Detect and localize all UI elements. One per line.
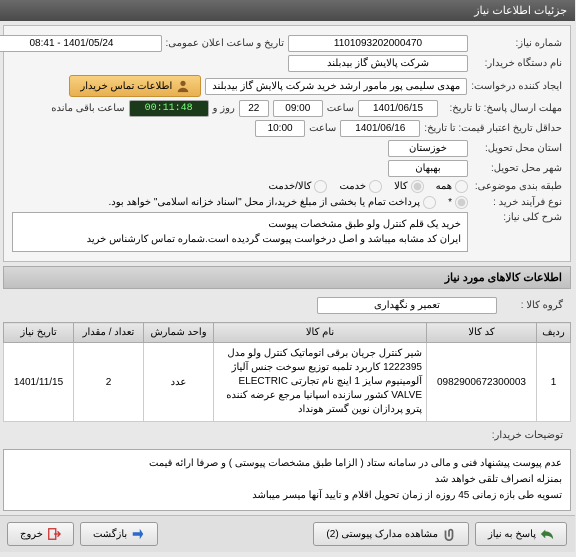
respond-button[interactable]: پاسخ به نیاز (476, 522, 568, 546)
process-label: نوع فرآیند خرید : (473, 197, 563, 208)
col-qty: تعداد / مقدار (75, 323, 145, 343)
table-row[interactable]: 1 0982900672300003 شیر کنترل جریان برقی … (5, 343, 572, 422)
footer-toolbar: پاسخ به نیاز مشاهده مدارک پیوستی (2) باز… (0, 515, 576, 552)
city-label: شهر محل تحویل: (473, 163, 563, 174)
exit-icon (48, 527, 62, 541)
province-label: استان محل تحویل: (473, 143, 563, 154)
user-icon (177, 79, 191, 93)
category-service[interactable]: خدمت (340, 180, 383, 193)
back-icon (132, 527, 146, 541)
cell-name: شیر کنترل جریان برقی اتوماتیک کنترل ولو … (215, 343, 428, 422)
deadline-label: مهلت ارسال پاسخ: تا تاریخ: (443, 103, 563, 114)
process-radio-group: * پرداخت تمام یا بخشی از مبلغ خرید،از مح… (109, 196, 469, 209)
validity-time-label: ساعت (310, 123, 337, 134)
contact-buyer-button[interactable]: اطلاعات تماس خریدار (70, 75, 202, 97)
reply-icon (541, 527, 555, 541)
window-title: جزئیات اطلاعات نیاز (475, 4, 568, 17)
col-code: کد کالا (428, 323, 538, 343)
respond-label: پاسخ به نیاز (489, 529, 537, 540)
notes-text: عدم پیوست پیشنهاد فنی و مالی در سامانه س… (4, 449, 572, 511)
remain-label: ساعت باقی مانده (52, 103, 125, 114)
need-no-label: شماره نیاز: (473, 38, 563, 49)
cell-unit: عدد (145, 343, 215, 422)
col-name: نام کالا (215, 323, 428, 343)
col-date: تاریخ نیاز (5, 323, 75, 343)
desc-label: شرح کلی نیاز: (473, 212, 563, 223)
notes-label: توضیحات خریدار: (474, 430, 564, 441)
announce-label: تاریخ و ساعت اعلان عمومی: (167, 38, 286, 49)
notes-row: توضیحات خریدار: (0, 426, 576, 445)
desc-line1: خرید یک قلم کنترل ولو طبق مشخصات پیوست (20, 217, 462, 232)
category-all[interactable]: همه (437, 180, 469, 193)
cell-code: 0982900672300003 (428, 343, 538, 422)
details-panel: شماره نیاز: 1101093202000470 تاریخ و ساع… (4, 25, 572, 262)
items-table: ردیف کد کالا نام کالا واحد شمارش تعداد /… (4, 322, 572, 422)
buyer-dev-value: شرکت پالایش گاز بیدبلند (289, 55, 469, 72)
need-no-value: 1101093202000470 (289, 35, 469, 52)
back-button[interactable]: بازگشت (81, 522, 159, 546)
category-goods[interactable]: کالا (395, 180, 425, 193)
city-value: بهبهان (389, 160, 469, 177)
days-label: روز و (214, 103, 236, 114)
deadline-time: 09:00 (274, 100, 324, 117)
window-titlebar: جزئیات اطلاعات نیاز (0, 0, 576, 21)
cell-date: 1401/11/15 (5, 343, 75, 422)
cell-idx: 1 (538, 343, 572, 422)
desc-line2: ایران کد مشابه میباشد و اصل درخواست پیوس… (20, 232, 462, 247)
validity-time: 10:00 (256, 120, 306, 137)
group-value: تعمیر و نگهداری (318, 297, 498, 314)
category-goods-service[interactable]: کالا/خدمت (270, 180, 329, 193)
process-opt2[interactable]: پرداخت تمام یا بخشی از مبلغ خرید،از محل … (109, 196, 437, 209)
notes-line1: عدم پیوست پیشنهاد فنی و مالی در سامانه س… (13, 456, 563, 472)
notes-line3: تسویه طی بازه زمانی 45 روزه از زمان تحوی… (13, 488, 563, 504)
cell-qty: 2 (75, 343, 145, 422)
category-label: طبقه بندی موضوعی: (473, 181, 563, 192)
countdown-timer: 00:11:48 (130, 100, 210, 117)
group-row: گروه کالا : تعمیر و نگهداری (0, 293, 576, 318)
buyer-dev-label: نام دستگاه خریدار: (473, 58, 563, 69)
category-radio-group: همه کالا خدمت کالا/خدمت (270, 180, 469, 193)
deadline-date: 1401/06/15 (359, 100, 439, 117)
deadline-time-label: ساعت (328, 103, 355, 114)
table-header-row: ردیف کد کالا نام کالا واحد شمارش تعداد /… (5, 323, 572, 343)
attachment-icon (443, 527, 457, 541)
province-value: خوزستان (389, 140, 469, 157)
back-label: بازگشت (94, 529, 128, 540)
contact-buyer-label: اطلاعات تماس خریدار (81, 81, 173, 92)
requester-value: مهدی سلیمی پور مامور ارشد خرید شرکت پالا… (206, 78, 468, 95)
validity-label: حداقل تاریخ اعتبار قیمت: تا تاریخ: (425, 123, 563, 134)
notes-line2: بمنزله انصراف تلقی خواهد شد (13, 472, 563, 488)
process-opt1[interactable]: * (449, 196, 469, 209)
group-label: گروه کالا : (504, 300, 564, 311)
exit-button[interactable]: خروج (8, 522, 75, 546)
days-value: 22 (240, 100, 270, 117)
col-unit: واحد شمارش (145, 323, 215, 343)
requester-label: ایجاد کننده درخواست: (472, 81, 563, 92)
attachments-label: مشاهده مدارک پیوستی (2) (327, 529, 439, 540)
validity-date: 1401/06/16 (341, 120, 421, 137)
announce-value: 1401/05/24 - 08:41 (0, 35, 163, 52)
col-idx: ردیف (538, 323, 572, 343)
items-section-header: اطلاعات کالاهای مورد نیاز (4, 266, 572, 289)
desc-text: خرید یک قلم کنترل ولو طبق مشخصات پیوست ا… (13, 212, 469, 252)
exit-label: خروج (21, 529, 44, 540)
attachments-button[interactable]: مشاهده مدارک پیوستی (2) (314, 522, 470, 546)
